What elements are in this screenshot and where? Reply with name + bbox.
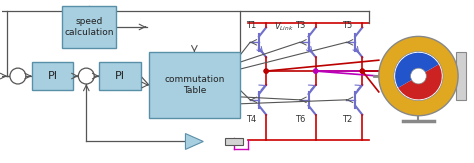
Bar [225,138,243,145]
Text: speed
calculation: speed calculation [64,17,114,37]
Bar [32,62,73,90]
Wedge shape [395,53,438,88]
Polygon shape [185,133,203,149]
Bar [99,62,141,90]
Text: PI: PI [47,71,57,81]
Circle shape [360,69,365,73]
Circle shape [264,69,268,73]
Text: T3: T3 [295,22,306,30]
Wedge shape [398,64,442,99]
Text: commutation
Table: commutation Table [164,75,225,95]
Circle shape [394,52,443,101]
Circle shape [360,69,365,73]
Circle shape [379,36,458,116]
Circle shape [78,68,94,84]
Circle shape [314,69,318,73]
Text: T1: T1 [246,22,256,30]
Text: T2: T2 [342,115,352,124]
Circle shape [314,69,318,73]
Text: T5: T5 [342,22,352,30]
Text: T6: T6 [295,115,306,124]
Text: PI: PI [115,71,125,81]
Text: $V_{Link}$: $V_{Link}$ [273,20,293,33]
Circle shape [264,69,268,73]
Circle shape [10,68,26,84]
Bar [456,52,466,100]
Text: T4: T4 [246,115,256,124]
Bar [149,52,240,118]
Circle shape [410,68,426,84]
Bar [62,6,116,48]
